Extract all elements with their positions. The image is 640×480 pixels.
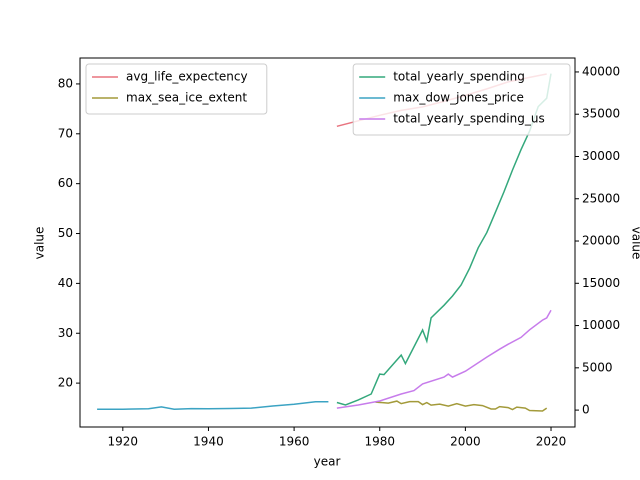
y2-tick-label: 40000 [582,64,620,78]
series-line [375,400,548,412]
legend-label: avg_life_expectency [126,70,248,84]
y2-tick-label: 10000 [582,318,620,332]
x-axis-label: year [314,455,341,469]
y2-tick-label: 35000 [582,107,620,121]
y-axis-label: value [33,227,47,260]
legend-label: max_dow_jones_price [393,91,524,105]
y-tick-label: 70 [58,126,73,140]
y2-axis-label: value [630,227,640,260]
y2-tick-label: 15000 [582,276,620,290]
x-tick-label: 1920 [108,435,139,449]
legend-box [352,63,571,136]
y-tick-label: 50 [58,226,73,240]
series-line [336,73,552,406]
plot-frame [79,57,576,428]
y2-tick-label: 25000 [582,191,620,205]
legend-label: total_yearly_spending_us [393,112,545,126]
y-tick-label: 80 [58,76,73,90]
x-tick-label: 2000 [450,435,481,449]
y2-tick-label: 20000 [582,234,620,248]
y-tick-label: 40 [58,276,73,290]
series-line [97,400,329,410]
x-tick-label: 1980 [364,435,395,449]
y2-tick-label: 30000 [582,149,620,163]
x-tick-label: 2020 [536,435,567,449]
series-line [336,309,552,409]
legend-label: max_sea_ice_extent [126,91,247,105]
legend-box [85,63,268,115]
y-tick-label: 20 [58,376,73,390]
x-tick-label: 1960 [279,435,310,449]
y-tick-label: 30 [58,326,73,340]
y2-tick-label: 0 [582,403,590,417]
y-tick-label: 60 [58,176,73,190]
x-tick-label: 1940 [193,435,224,449]
y2-tick-label: 5000 [582,360,613,374]
legend-label: total_yearly_spending [393,70,525,84]
